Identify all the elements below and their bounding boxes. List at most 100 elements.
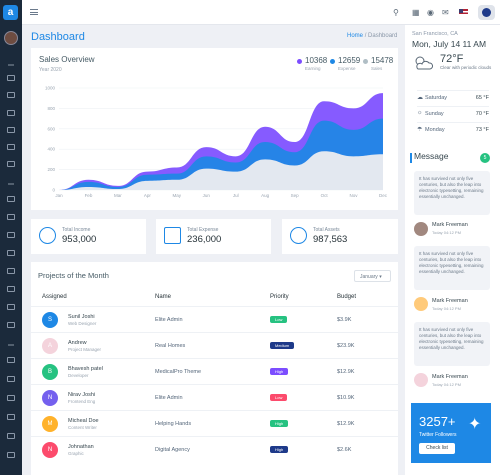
x-tick-label: Mar bbox=[114, 193, 122, 198]
x-tick-label: Dec bbox=[379, 193, 388, 198]
assignee-name: Bhavesh patel bbox=[68, 366, 103, 372]
check-list-button[interactable]: Check list bbox=[419, 443, 455, 454]
follower-label: Twitter Followers bbox=[419, 432, 457, 438]
divider bbox=[8, 183, 14, 185]
weather-condition: Clear with periodic clouds bbox=[440, 65, 492, 70]
chat-icon[interactable] bbox=[7, 214, 15, 220]
project-name: MedicalPro Theme bbox=[155, 369, 202, 375]
assignee-name: Johnathan bbox=[68, 444, 94, 450]
grid-icon[interactable]: ▦ bbox=[412, 8, 420, 17]
stat-value: 953,000 bbox=[62, 234, 97, 245]
priority-badge: Low bbox=[270, 316, 288, 323]
breadcrumb: Home / Dashboard bbox=[347, 33, 397, 39]
budget: $12.9K bbox=[337, 369, 355, 375]
breadcrumb-separator: / bbox=[364, 33, 367, 39]
assignee-name: Micheal Doe bbox=[68, 418, 99, 424]
mail-icon[interactable]: ✉ bbox=[442, 8, 449, 17]
breadcrumb-home[interactable]: Home bbox=[347, 33, 364, 39]
x-tick-label: Jan bbox=[55, 193, 63, 198]
month-select[interactable]: January ▾ bbox=[354, 270, 391, 282]
table-icon[interactable] bbox=[7, 268, 15, 274]
profile-button[interactable] bbox=[478, 5, 495, 20]
settings-icon[interactable] bbox=[7, 376, 15, 382]
messages-title: Message bbox=[414, 151, 449, 161]
right-panel: San Francisco, CA Mon, July 14 11 AM 72°… bbox=[405, 25, 500, 475]
legend-label: Sales bbox=[371, 66, 383, 71]
table-row[interactable]: M Micheal Doe Content Writer Helping Hands H… bbox=[31, 410, 398, 436]
y-tick-label: 800 bbox=[47, 106, 55, 111]
avatar: B bbox=[42, 364, 58, 380]
us-flag-icon[interactable] bbox=[459, 9, 468, 16]
x-tick-label: Jun bbox=[203, 193, 211, 198]
menu-icon[interactable] bbox=[30, 9, 38, 15]
column-header: Assigned bbox=[42, 294, 67, 300]
priority-badge: Medium bbox=[270, 342, 295, 349]
assignee-role: Frontend Eng bbox=[68, 399, 96, 404]
logo[interactable]: a bbox=[3, 5, 18, 20]
x-tick-label: Feb bbox=[85, 193, 93, 198]
sales-title: Sales Overview bbox=[39, 55, 95, 64]
ticket-icon[interactable] bbox=[7, 161, 15, 167]
apps-icon[interactable] bbox=[7, 110, 15, 116]
assignee-role: Graphic bbox=[68, 451, 84, 456]
budget: $10.9K bbox=[337, 395, 355, 401]
forecast-temp: 73 °F bbox=[475, 127, 489, 133]
lock-icon[interactable] bbox=[7, 395, 15, 401]
avatar: N bbox=[42, 390, 58, 406]
inbox-icon[interactable] bbox=[7, 144, 15, 150]
stat-label: Total Expense bbox=[187, 227, 219, 233]
assets-icon bbox=[290, 227, 307, 244]
sender-name: Mark Freeman bbox=[432, 374, 468, 380]
avatar: N bbox=[42, 442, 58, 458]
chart-icon[interactable] bbox=[7, 286, 15, 292]
calendar-icon[interactable] bbox=[7, 196, 15, 202]
priority-badge: High bbox=[270, 446, 289, 453]
dashboard-icon[interactable] bbox=[7, 92, 15, 98]
avatar bbox=[482, 8, 491, 17]
assignee-name: Sunil Joshi bbox=[68, 314, 95, 320]
grid-icon[interactable] bbox=[7, 127, 15, 133]
y-tick-label: 400 bbox=[47, 147, 55, 152]
accent-bar bbox=[410, 153, 412, 163]
table-row[interactable]: S Sunil Joshi Web Designer Elite Admin Low $3… bbox=[31, 306, 398, 332]
phone-icon[interactable] bbox=[7, 232, 15, 238]
user-avatar[interactable] bbox=[4, 31, 18, 45]
table-row[interactable]: B Bhavesh patel Developer MedicalPro Theme H… bbox=[31, 358, 398, 384]
stat-value: 987,563 bbox=[313, 234, 348, 245]
temperature: 72°F bbox=[440, 53, 464, 65]
message-bubble: It has survived not only five centuries,… bbox=[414, 322, 490, 366]
link-icon[interactable] bbox=[7, 433, 15, 439]
projects-card: Projects of the Month January ▾ Assigned… bbox=[31, 262, 398, 475]
assignee-name: Andrew bbox=[68, 340, 87, 346]
message-time: Today 04:12 PM bbox=[432, 306, 461, 311]
message-bubble: It has survived not only five centuries,… bbox=[414, 246, 490, 290]
home-icon[interactable] bbox=[7, 75, 15, 81]
page-title: Dashboard bbox=[31, 31, 85, 43]
project-name: Helping Hands bbox=[155, 421, 192, 427]
sales-overview-card: Sales Overview Year 2020 10368 Earning 1… bbox=[31, 48, 398, 210]
legend-value: 15478 bbox=[371, 56, 394, 65]
table-row[interactable]: A Andrew Project Manager Real Homes Medium $2… bbox=[31, 332, 398, 358]
logout-icon[interactable] bbox=[7, 452, 15, 458]
forecast-temp: 70 °F bbox=[475, 111, 489, 117]
project-name: Elite Admin bbox=[155, 317, 183, 323]
column-header: Priority bbox=[270, 294, 289, 300]
table-row[interactable]: N Johnathan Graphic Digital Agency High $2.6K bbox=[31, 436, 398, 462]
budget: $2.6K bbox=[337, 447, 352, 453]
y-tick-label: 1000 bbox=[45, 86, 56, 91]
assignee-role: Developer bbox=[68, 373, 89, 378]
notification-icon[interactable]: ◉ bbox=[427, 8, 434, 17]
user-icon[interactable] bbox=[7, 250, 15, 256]
form-icon[interactable] bbox=[7, 304, 15, 310]
cloud-icon: ☁ bbox=[417, 95, 423, 101]
search-icon[interactable]: ⚲ bbox=[393, 8, 399, 17]
table-row[interactable]: N Nirav Joshi Frontend Eng Elite Admin Low $1… bbox=[31, 384, 398, 410]
stat-card-assets: Total Assets 987,563 bbox=[282, 219, 398, 254]
page-icon[interactable] bbox=[7, 414, 15, 420]
legend-label: Expense bbox=[338, 66, 356, 71]
legend-dot bbox=[363, 59, 368, 64]
layers-icon[interactable] bbox=[7, 357, 15, 363]
avatar bbox=[414, 222, 428, 236]
mail-icon[interactable] bbox=[7, 322, 15, 328]
avatar: S bbox=[42, 312, 58, 328]
